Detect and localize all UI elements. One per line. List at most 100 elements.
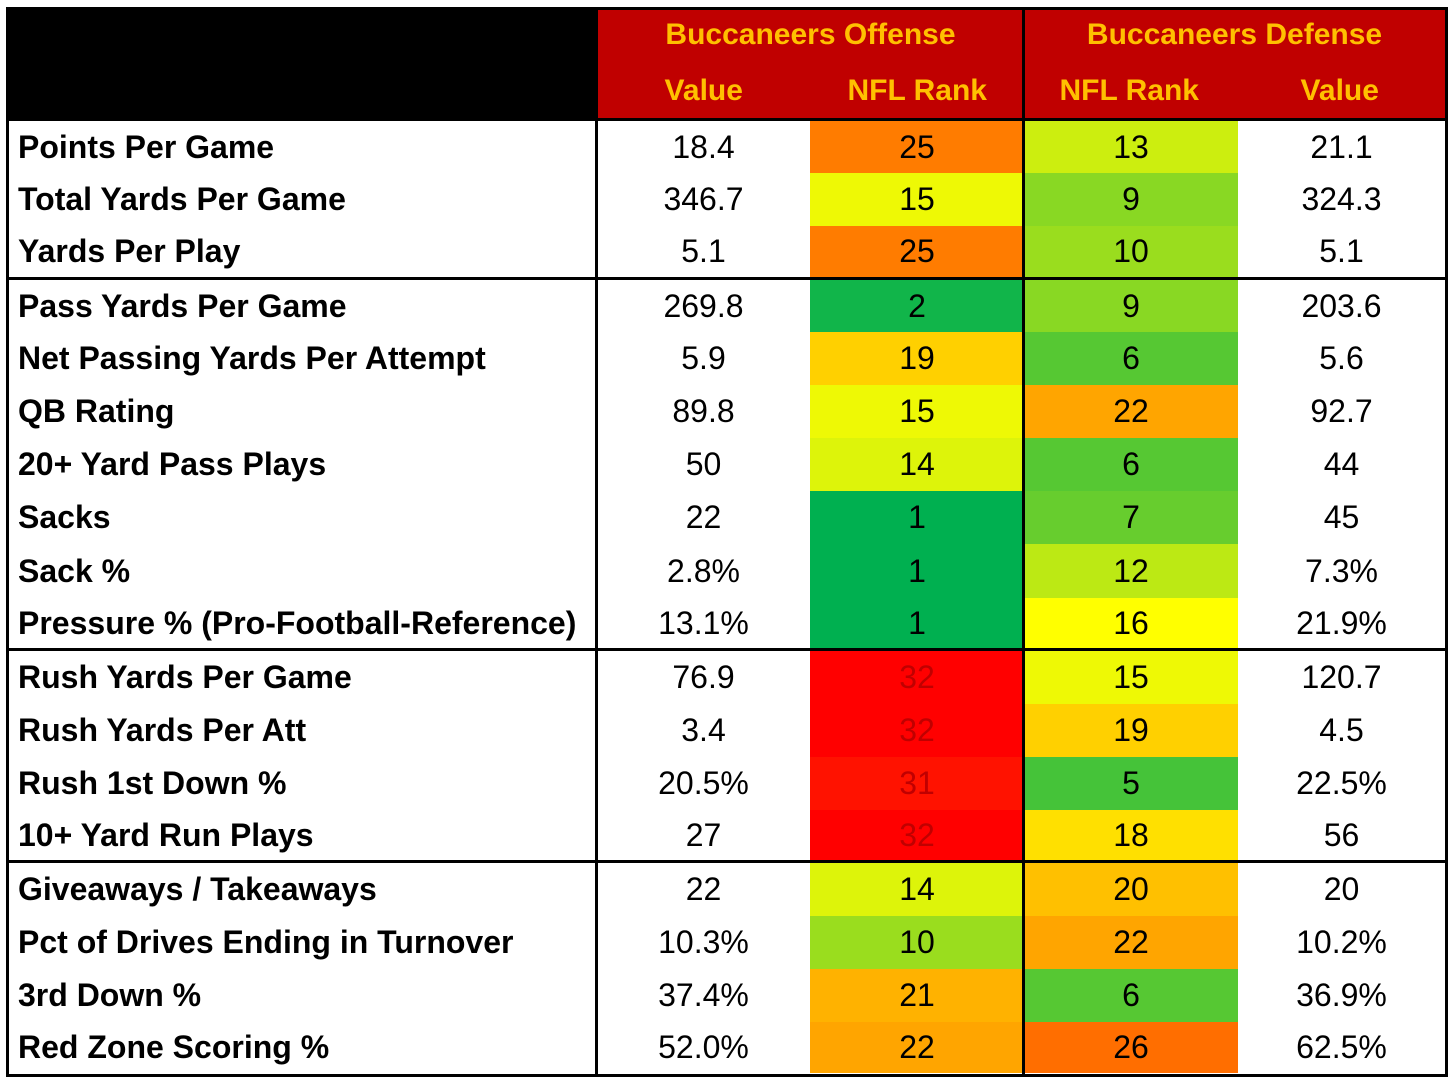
stats-table: Buccaneers Offense Value NFL Rank Buccan… bbox=[6, 7, 1448, 1077]
offense-value-cell: 89.8 bbox=[672, 393, 735, 429]
offense-rank-cell: 15 bbox=[810, 173, 1024, 226]
defense-value-cell: 10.2% bbox=[1296, 924, 1387, 960]
offense-rank-cell: 19 bbox=[810, 332, 1024, 385]
defense-value-cell: 203.6 bbox=[1301, 287, 1382, 324]
defense-rank-cell: 18 bbox=[1024, 810, 1238, 860]
offense-rank-cell: 21 bbox=[810, 969, 1024, 1022]
offense-rank-cell: 10 bbox=[810, 916, 1024, 969]
offense-rank-cell: 32 bbox=[810, 704, 1024, 757]
offense-rank-cell: 2 bbox=[810, 280, 1024, 332]
defense-rank-cell: 5 bbox=[1024, 757, 1238, 810]
defense-rank-cell: 9 bbox=[1024, 280, 1238, 332]
offense-value-cell: 22 bbox=[685, 499, 722, 535]
offense-rank-cell: 14 bbox=[810, 863, 1024, 916]
table-row: Pass Yards Per Game 269.8 2 9 203.6 bbox=[9, 280, 1445, 332]
offense-value-cell: 269.8 bbox=[663, 287, 744, 324]
row-label: Rush 1st Down % bbox=[18, 765, 287, 801]
row-label: Pass Yards Per Game bbox=[18, 287, 347, 324]
defense-rank-cell: 10 bbox=[1024, 226, 1238, 277]
row-label: Pct of Drives Ending in Turnover bbox=[18, 924, 514, 960]
table-row: Sacks 22 1 7 45 bbox=[9, 491, 1445, 544]
offense-value-header: Value bbox=[664, 74, 743, 107]
offense-rank-cell: 1 bbox=[810, 491, 1024, 544]
table-row: Red Zone Scoring % 52.0% 22 26 62.5% bbox=[9, 1022, 1445, 1073]
defense-value-cell: 20 bbox=[1323, 871, 1360, 907]
offense-value-cell: 10.3% bbox=[658, 924, 749, 960]
defense-rank-cell: 9 bbox=[1024, 173, 1238, 226]
defense-value-cell: 92.7 bbox=[1310, 393, 1373, 429]
offense-value-cell: 76.9 bbox=[672, 659, 735, 695]
offense-rank-cell: 15 bbox=[810, 385, 1024, 438]
row-label: Net Passing Yards Per Attempt bbox=[18, 340, 486, 376]
defense-rank-cell: 16 bbox=[1024, 598, 1238, 648]
offense-value-cell: 2.8% bbox=[667, 552, 740, 589]
defense-value-header: Value bbox=[1300, 74, 1379, 107]
offense-value-cell: 37.4% bbox=[658, 977, 749, 1013]
offense-rank-cell: 31 bbox=[810, 757, 1024, 810]
offense-rank-cell: 32 bbox=[810, 810, 1024, 860]
section-divider bbox=[9, 277, 1445, 280]
header-divider bbox=[9, 118, 1445, 121]
defense-value-cell: 62.5% bbox=[1296, 1029, 1387, 1065]
column-divider bbox=[595, 10, 598, 1074]
row-label: QB Rating bbox=[18, 393, 175, 429]
defense-header: Buccaneers Defense NFL Rank Value bbox=[1024, 10, 1445, 118]
defense-value-cell: 21.1 bbox=[1310, 128, 1373, 165]
row-label: Pressure % (Pro-Football-Reference) bbox=[18, 604, 577, 641]
offense-rank-cell: 32 bbox=[810, 651, 1024, 704]
defense-value-cell: 324.3 bbox=[1301, 181, 1382, 217]
defense-value-cell: 120.7 bbox=[1301, 659, 1382, 695]
table-row: Net Passing Yards Per Attempt 5.9 19 6 5.6 bbox=[9, 332, 1445, 385]
offense-value-cell: 5.1 bbox=[681, 233, 726, 269]
row-label: Red Zone Scoring % bbox=[18, 1029, 330, 1065]
offense-value-cell: 346.7 bbox=[663, 181, 744, 217]
defense-value-cell: 45 bbox=[1323, 499, 1360, 535]
table-row: 20+ Yard Pass Plays 50 14 6 44 bbox=[9, 438, 1445, 491]
row-label: Sacks bbox=[18, 499, 111, 535]
offense-value-cell: 5.9 bbox=[681, 340, 726, 376]
header-corner bbox=[9, 10, 597, 118]
offense-rank-cell: 14 bbox=[810, 438, 1024, 491]
offense-value-cell: 20.5% bbox=[658, 765, 749, 801]
offense-value-cell: 18.4 bbox=[672, 128, 735, 165]
table-row: Yards Per Play 5.1 25 10 5.1 bbox=[9, 226, 1445, 277]
row-label: Rush Yards Per Att bbox=[18, 712, 307, 748]
defense-value-cell: 36.9% bbox=[1296, 977, 1387, 1013]
row-label: Yards Per Play bbox=[18, 233, 241, 269]
defense-rank-cell: 26 bbox=[1024, 1022, 1238, 1073]
table-row: Rush 1st Down % 20.5% 31 5 22.5% bbox=[9, 757, 1445, 810]
row-label: 10+ Yard Run Plays bbox=[18, 816, 314, 853]
table-row: 3rd Down % 37.4% 21 6 36.9% bbox=[9, 969, 1445, 1022]
offense-rank-header: NFL Rank bbox=[847, 74, 987, 107]
table-row: QB Rating 89.8 15 22 92.7 bbox=[9, 385, 1445, 438]
defense-rank-cell: 13 bbox=[1024, 121, 1238, 173]
offense-value-cell: 50 bbox=[685, 446, 722, 482]
defense-rank-cell: 19 bbox=[1024, 704, 1238, 757]
table-row: Sack % 2.8% 1 12 7.3% bbox=[9, 544, 1445, 598]
defense-value-cell: 7.3% bbox=[1305, 552, 1378, 589]
row-label: Total Yards Per Game bbox=[18, 181, 346, 217]
offense-rank-cell: 1 bbox=[810, 598, 1024, 648]
defense-value-cell: 4.5 bbox=[1319, 712, 1364, 748]
defense-rank-cell: 20 bbox=[1024, 863, 1238, 916]
table-row: Total Yards Per Game 346.7 15 9 324.3 bbox=[9, 173, 1445, 226]
offense-rank-cell: 1 bbox=[810, 544, 1024, 598]
defense-value-cell: 56 bbox=[1323, 816, 1360, 853]
offense-rank-cell: 25 bbox=[810, 121, 1024, 173]
row-label: 3rd Down % bbox=[18, 977, 202, 1013]
defense-rank-cell: 12 bbox=[1024, 544, 1238, 598]
defense-value-cell: 44 bbox=[1323, 446, 1360, 482]
offense-rank-cell: 22 bbox=[810, 1022, 1024, 1073]
row-label: Points Per Game bbox=[18, 128, 275, 165]
row-label: 20+ Yard Pass Plays bbox=[18, 446, 327, 482]
table-row: Rush Yards Per Game 76.9 32 15 120.7 bbox=[9, 651, 1445, 704]
table-row: Rush Yards Per Att 3.4 32 19 4.5 bbox=[9, 704, 1445, 757]
table-row: Pressure % (Pro-Football-Reference) 13.1%… bbox=[9, 598, 1445, 648]
offense-value-cell: 27 bbox=[685, 816, 722, 853]
section-divider bbox=[9, 648, 1445, 651]
row-label: Rush Yards Per Game bbox=[18, 659, 352, 695]
table-row: Points Per Game 18.4 25 13 21.1 bbox=[9, 121, 1445, 173]
column-divider bbox=[1022, 10, 1025, 1074]
defense-rank-cell: 15 bbox=[1024, 651, 1238, 704]
table-row: 10+ Yard Run Plays 27 32 18 56 bbox=[9, 810, 1445, 860]
